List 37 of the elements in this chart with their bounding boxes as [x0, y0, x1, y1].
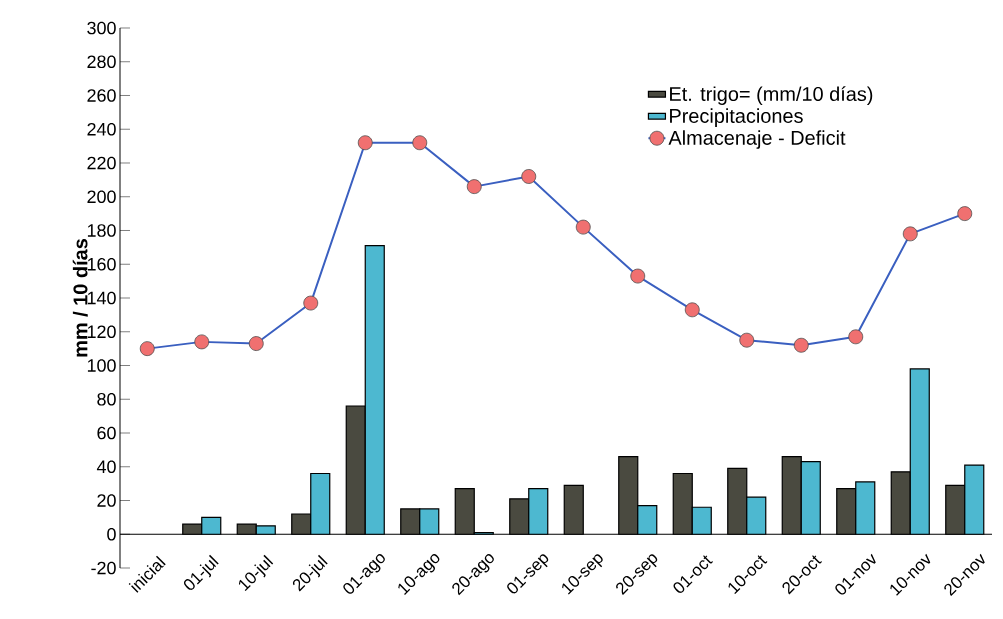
- y-tick-label: -20: [91, 561, 116, 575]
- y-tick-label: 280: [87, 55, 116, 69]
- point: [248, 336, 264, 351]
- point: [957, 206, 973, 222]
- y-tick-label: 120: [87, 325, 116, 339]
- point: [357, 135, 373, 151]
- y-tick-label: 140: [87, 291, 116, 305]
- point: [739, 332, 755, 348]
- y-tick-label: 40: [96, 460, 116, 474]
- y-tick-label: 80: [97, 392, 116, 406]
- point: [848, 329, 864, 345]
- y-tick-label: 0: [107, 527, 116, 541]
- point: [194, 334, 210, 350]
- y-tick-label: 220: [87, 156, 116, 170]
- point: [793, 337, 809, 353]
- legend-label: Et. trigo= (mm/10 días): [670, 86, 873, 105]
- legend-label: Almacenaje - Deficit: [668, 130, 846, 149]
- y-tick-label: 60: [97, 426, 116, 440]
- point: [139, 341, 155, 357]
- y-tick-label: 240: [87, 122, 116, 136]
- legend-label: Precipitaciones: [670, 108, 803, 127]
- point: [412, 135, 428, 151]
- y-tick-label: 160: [87, 257, 116, 271]
- y-tick-label: 260: [87, 89, 116, 102]
- point: [521, 169, 537, 184]
- y-tick-label: 20: [97, 494, 116, 507]
- point: [575, 219, 591, 235]
- y-tick-label: 100: [87, 359, 116, 372]
- y-tick-label: 200: [87, 190, 116, 204]
- y-tick-label: 180: [87, 224, 116, 237]
- point: [902, 226, 918, 242]
- y-tick-label: 300: [87, 21, 116, 35]
- y-axis-title: mm / 10 días: [72, 239, 88, 357]
- point: [684, 302, 700, 318]
- point: [630, 268, 646, 284]
- point: [303, 295, 319, 311]
- point: [466, 179, 482, 195]
